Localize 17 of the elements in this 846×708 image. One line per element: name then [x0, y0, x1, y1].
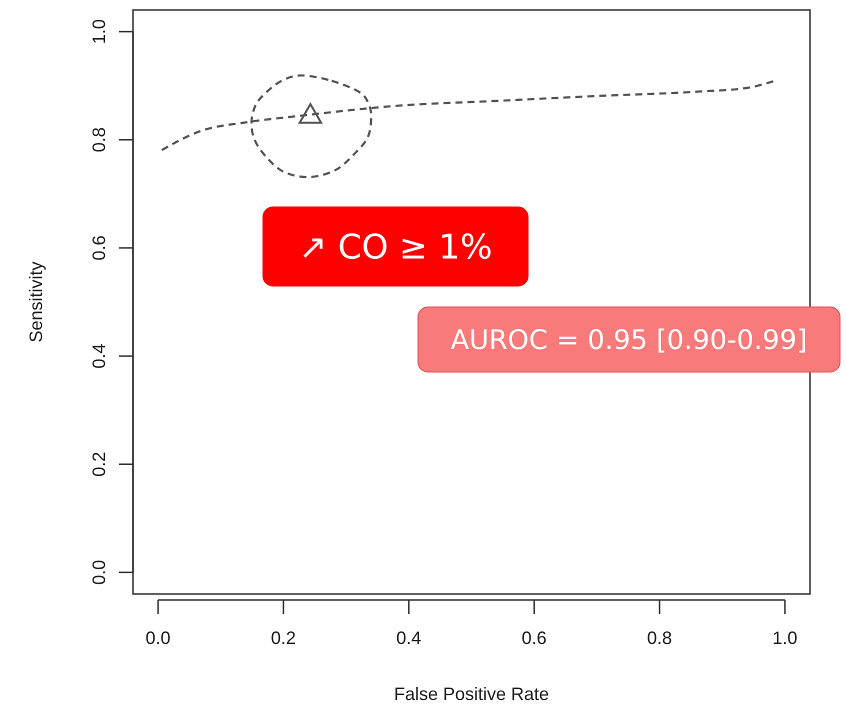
y-axis-title: Sensitivity: [26, 261, 46, 343]
annotation: ↗ CO ≥ 1%: [298, 227, 492, 268]
line-series: [160, 80, 776, 152]
x-tick-label: 0.4: [396, 628, 422, 648]
x-tick-label: 0.8: [647, 628, 672, 648]
text: 1.0: [772, 628, 798, 648]
x-tick-label: 0.6: [522, 628, 547, 648]
x-tick-label: 0.2: [270, 628, 296, 648]
y-tick-label: 0.4: [89, 344, 109, 369]
x-axis-title: False Positive Rate: [394, 684, 550, 704]
annotation: AUROC = 0.95 [0.90-0.99]: [450, 324, 808, 356]
y-tick-label: 0.6: [89, 235, 109, 260]
y-tick-label: 0.8: [89, 127, 109, 152]
y-tick-label: 0.0: [89, 560, 109, 585]
y-tick-label: 0.2: [89, 452, 109, 477]
y-tick-label: 1.0: [89, 19, 109, 44]
text: 0.0: [146, 628, 171, 648]
